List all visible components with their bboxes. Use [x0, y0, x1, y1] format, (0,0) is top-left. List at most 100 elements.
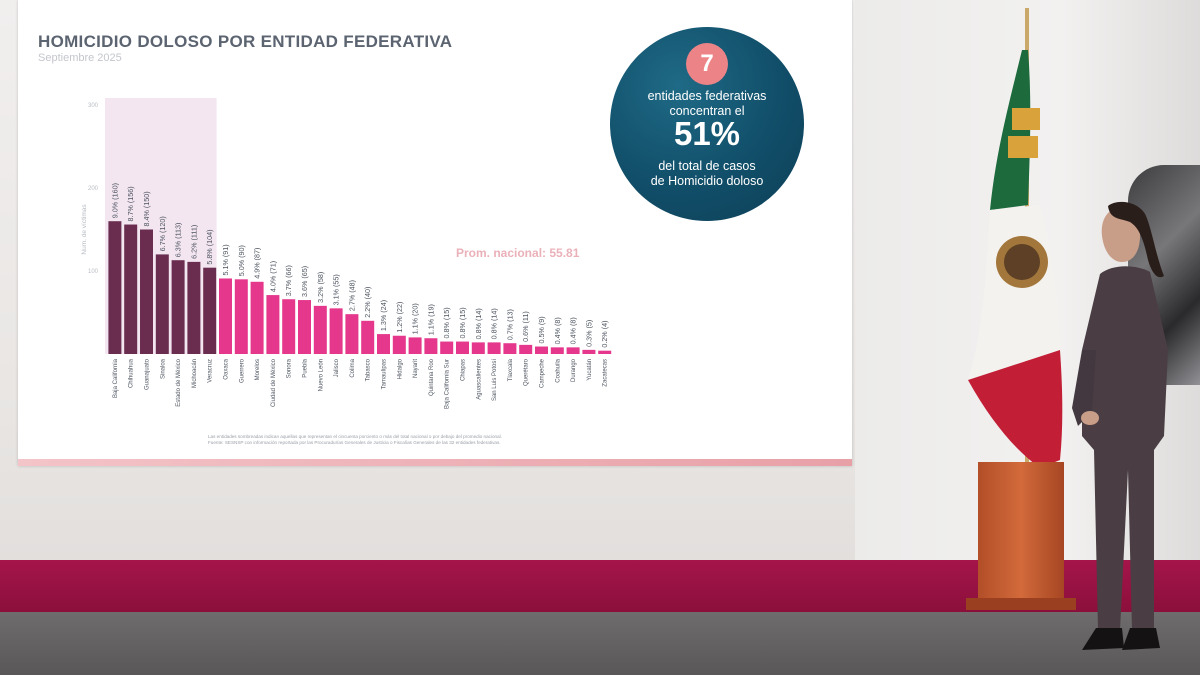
category-label: Baja California Sur [445, 359, 451, 409]
bar [377, 334, 390, 354]
y-axis-label: Num. de víctimas [81, 204, 88, 255]
bar [598, 350, 612, 354]
presentation-slide: HOMICIDIO DOLOSO POR ENTIDAD FEDERATIVA … [18, 0, 852, 466]
mexican-flag [968, 50, 1063, 468]
category-label: Chiapas [461, 359, 467, 381]
callout-line-2: concentran el [669, 104, 745, 118]
category-label: Estado de México [176, 358, 182, 406]
bar-value-label: 3.7% (66) [284, 265, 293, 296]
bar-value-label: 1.1% (19) [426, 304, 435, 335]
category-label: Hidalgo [397, 358, 403, 379]
bar [535, 346, 548, 354]
category-label: Durango [571, 358, 577, 382]
bar [108, 221, 122, 354]
category-label: Tlaxcala [508, 358, 514, 381]
bar [503, 343, 517, 354]
bar-value-label: 5.0% (90) [237, 245, 246, 276]
chart-note: Las entidades sombreadas indican aquella… [208, 434, 502, 439]
national-average-label: Prom. nacional: 55.81 [456, 246, 580, 260]
bar [440, 341, 454, 354]
callout-line-4: de Homicidio doloso [650, 174, 764, 188]
category-label: Quintana Roo [429, 358, 435, 396]
category-label: Chihuahua [129, 358, 135, 388]
slide-subtitle: Septiembre 2025 [38, 52, 122, 64]
category-label: San Luis Potosí [492, 359, 498, 401]
bar [313, 305, 327, 354]
category-label: Querétaro [524, 358, 530, 386]
summary-callout: 7 entidades federativas concentran el 51… [610, 27, 804, 221]
stage-floor [0, 612, 1200, 675]
callout-line-3: del total de casos [658, 159, 756, 173]
bar-value-label: 2.7% (48) [347, 280, 356, 311]
bar-value-label: 6.2% (111) [189, 225, 198, 259]
flag-pedestal [978, 462, 1064, 608]
bar-chart: 100 200 300 Num. de víctimas 9.0% (160) Baja … [81, 98, 612, 409]
bar-value-label: 0.8% (14) [490, 308, 499, 339]
slide-title: HOMICIDIO DOLOSO POR ENTIDAD FEDERATIVA [38, 32, 453, 51]
callout-badge: 7 [686, 43, 728, 85]
bar-value-label: 0.8% (14) [474, 308, 483, 339]
bar [408, 337, 422, 354]
bar [155, 254, 169, 354]
callout-line-1: entidades federativas [647, 89, 767, 103]
bar [171, 260, 185, 354]
bar [329, 308, 343, 354]
bar-value-label: 0.3% (5) [584, 320, 593, 347]
category-label: Colima [350, 358, 356, 377]
bar-value-label: 0.7% (13) [505, 309, 514, 340]
bar [250, 281, 264, 354]
bar [471, 342, 485, 354]
bar [361, 320, 375, 354]
bar-value-label: 3.2% (58) [316, 272, 325, 303]
bar-value-label: 1.3% (24) [379, 300, 388, 331]
category-label: Puebla [303, 358, 309, 377]
category-label: Guanajuato [145, 358, 151, 390]
bar-value-label: 5.8% (104) [205, 230, 214, 265]
category-label: Guerrero [239, 358, 245, 383]
chart-source: Fuente: SESNSP con información reportada… [208, 440, 501, 445]
bar [424, 338, 438, 354]
category-label: Nayarit [413, 359, 419, 378]
bar-value-label: 8.4% (150) [142, 191, 151, 226]
bar-value-label: 8.7% (156) [126, 186, 135, 221]
category-label: Sonora [287, 358, 293, 378]
bar-value-label: 0.4% (8) [553, 317, 562, 344]
category-label: Oaxaca [224, 358, 230, 379]
bar-value-label: 6.3% (113) [174, 223, 183, 258]
y-tick-label: 200 [88, 186, 99, 192]
callout-percentage: 51% [673, 115, 741, 152]
callout-text-top: entidades federativas concentran el [610, 89, 804, 119]
category-label: Zacatecas [603, 359, 609, 387]
bar [187, 261, 201, 354]
bar [298, 300, 311, 354]
bar-value-label: 0.8% (15) [458, 307, 467, 338]
category-label: Ciudad de México [271, 358, 277, 407]
bar [219, 278, 232, 354]
bar [550, 347, 564, 354]
bar-value-label: 0.2% (4) [600, 321, 609, 348]
bar-value-label: 2.2% (40) [363, 287, 372, 318]
bar-value-label: 3.1% (55) [332, 274, 341, 305]
bar [345, 314, 359, 354]
slide-bottom-bar [18, 459, 852, 466]
bar-value-label: 0.6% (11) [521, 311, 530, 342]
y-tick-label: 100 [88, 269, 99, 275]
category-label: Yucatán [587, 359, 593, 381]
bar [234, 279, 248, 354]
bar [124, 224, 138, 354]
bar [266, 295, 280, 354]
category-label: Sinaloa [160, 358, 166, 379]
bar [582, 349, 596, 354]
bar-value-label: 0.4% (8) [569, 317, 578, 344]
bar-value-label: 6.7% (120) [158, 216, 167, 251]
category-label: Coahuila [555, 358, 561, 382]
bar [566, 347, 580, 354]
bar-value-label: 0.5% (9) [537, 316, 546, 343]
bar-value-label: 3.6% (65) [300, 266, 309, 297]
bar-value-label: 5.1% (91) [221, 244, 230, 275]
bar [140, 229, 153, 354]
category-label: Campeche [540, 358, 546, 388]
bar-value-label: 0.8% (15) [442, 307, 451, 338]
bar [203, 267, 217, 354]
category-label: Nuevo León [318, 359, 324, 391]
